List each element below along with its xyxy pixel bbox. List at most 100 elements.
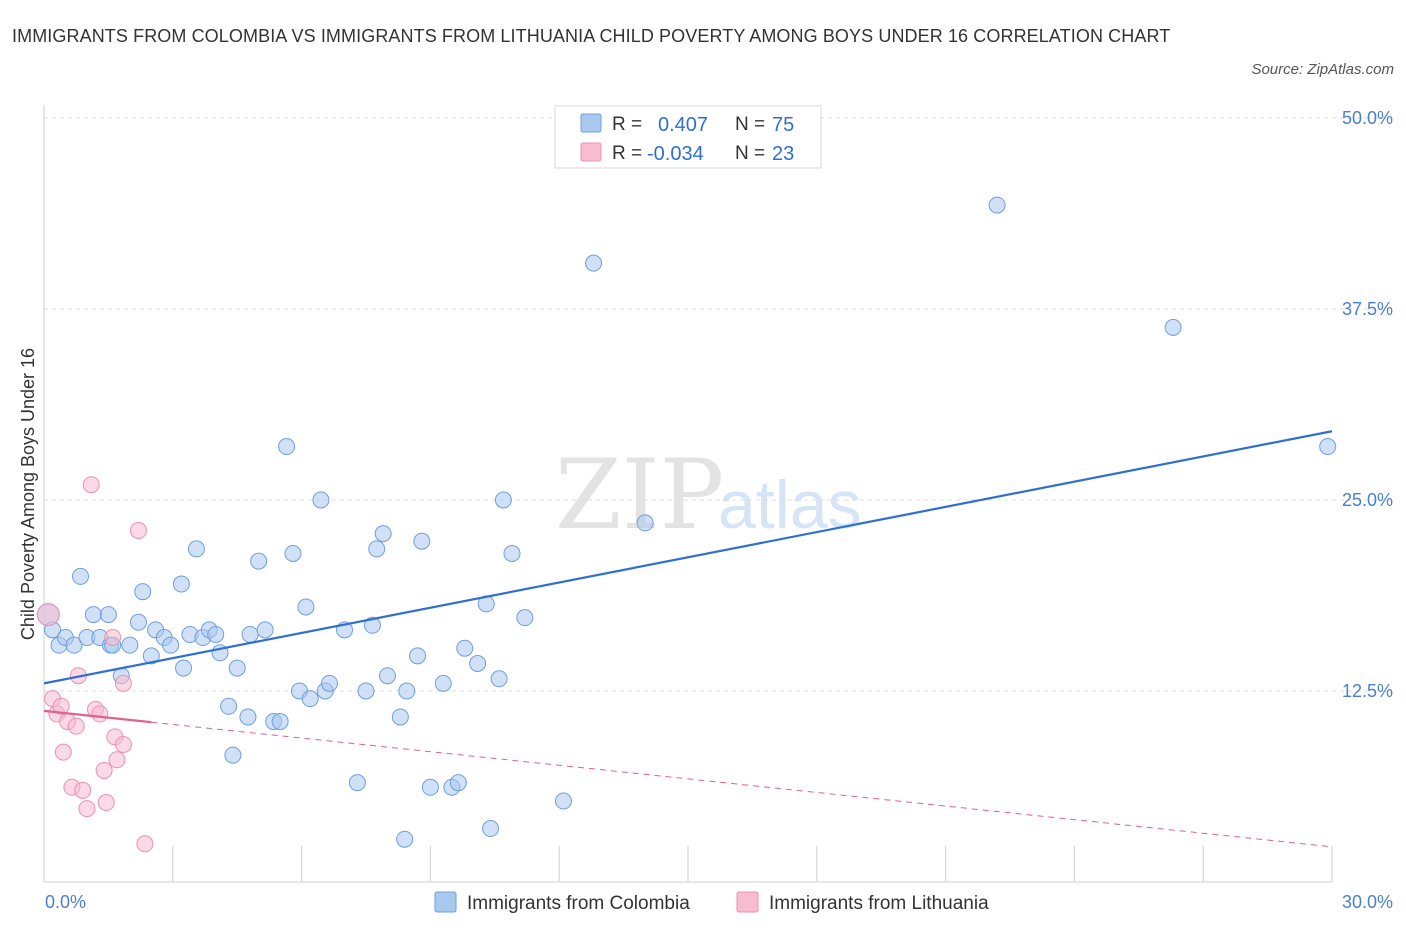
- watermark-atlas: atlas: [718, 467, 862, 543]
- data-point: [104, 629, 122, 647]
- stats-legend: R = 0.407 N = 75 R = -0.034 N = 23: [554, 105, 822, 169]
- data-point: [378, 667, 396, 685]
- data-point: [301, 690, 319, 708]
- watermark-zip: ZIP: [555, 439, 724, 551]
- trend-lines: [43, 430, 1333, 848]
- x-tick-label-min: 0.0%: [45, 892, 86, 912]
- y-tick-label: 37.5%: [1342, 299, 1393, 319]
- y-axis-title: Child Poverty Among Boys Under 16: [18, 348, 38, 640]
- watermark: ZIP atlas: [555, 439, 862, 551]
- trend-line-lithuania-extension: [151, 721, 1333, 848]
- data-point: [516, 609, 534, 627]
- data-point: [421, 778, 439, 796]
- legend-n-value-colombia: 75: [772, 114, 794, 136]
- data-point: [74, 781, 92, 799]
- data-point: [585, 254, 603, 272]
- bottom-legend-swatch-lithuania: [736, 891, 759, 913]
- data-point: [82, 476, 100, 494]
- bottom-legend-label-lithuania: Immigrants from Lithuania: [769, 893, 989, 914]
- data-point: [220, 697, 238, 715]
- data-point: [456, 639, 474, 657]
- data-point: [368, 540, 386, 558]
- data-point: [65, 636, 83, 654]
- data-point: [207, 625, 225, 643]
- data-point: [503, 544, 521, 562]
- trend-line-colombia: [43, 430, 1333, 685]
- data-point: [469, 654, 487, 672]
- data-point: [129, 522, 147, 540]
- data-point: [228, 659, 246, 677]
- data-point: [312, 491, 330, 509]
- data-point: [297, 598, 315, 616]
- data-point: [162, 636, 180, 654]
- x-tick-label-max: 30.0%: [1342, 892, 1393, 912]
- data-point: [396, 830, 414, 848]
- data-point: [97, 794, 115, 812]
- data-point: [239, 708, 257, 726]
- data-point: [374, 525, 392, 543]
- y-tick-label: 25.0%: [1342, 490, 1393, 510]
- bottom-legend-swatch-colombia: [434, 891, 457, 913]
- data-point: [494, 491, 512, 509]
- data-point: [398, 682, 416, 700]
- chart-title: IMMIGRANTS FROM COLOMBIA VS IMMIGRANTS F…: [12, 26, 1171, 46]
- data-point: [256, 621, 274, 639]
- data-point: [114, 735, 132, 753]
- legend-r-label-colombia: R =: [612, 114, 642, 135]
- data-point: [114, 674, 132, 692]
- data-point: [71, 567, 89, 585]
- data-point: [84, 606, 102, 624]
- data-point: [321, 674, 339, 692]
- data-point: [108, 751, 126, 769]
- y-tick-label: 50.0%: [1342, 108, 1393, 128]
- data-point: [449, 774, 467, 792]
- bottom-legend-label-colombia: Immigrants from Colombia: [467, 893, 690, 914]
- data-point: [357, 682, 375, 700]
- chart-source: Source: ZipAtlas.com: [1251, 61, 1394, 78]
- grid-lines: [44, 117, 1392, 692]
- data-point: [490, 670, 508, 688]
- data-point: [187, 540, 205, 558]
- data-point: [99, 606, 117, 624]
- data-point: [284, 544, 302, 562]
- legend-n-value-lithuania: 23: [772, 143, 794, 165]
- data-point: [36, 603, 60, 627]
- data-point: [363, 616, 381, 634]
- data-point: [121, 636, 139, 654]
- data-point: [95, 761, 113, 779]
- series-lithuania: [36, 476, 154, 853]
- data-point: [175, 659, 193, 677]
- legend-n-label-colombia: N =: [735, 114, 765, 135]
- legend-swatch-lithuania: [580, 142, 602, 162]
- data-point: [482, 820, 500, 838]
- data-point: [67, 717, 85, 735]
- data-point: [413, 532, 431, 550]
- data-point: [636, 514, 654, 532]
- x-axis-ticks: [172, 846, 1333, 882]
- data-point: [129, 613, 147, 631]
- data-point: [172, 575, 190, 593]
- data-point: [554, 792, 572, 810]
- legend-r-label-lithuania: R =: [612, 143, 642, 164]
- data-point: [278, 438, 296, 456]
- legend-swatch-colombia: [580, 113, 602, 133]
- data-point: [134, 583, 152, 601]
- data-point: [136, 835, 154, 853]
- data-point: [348, 774, 366, 792]
- data-point: [1164, 318, 1182, 336]
- data-point: [391, 708, 409, 726]
- data-point: [142, 647, 160, 665]
- data-point: [988, 196, 1006, 214]
- data-point: [1319, 438, 1337, 456]
- data-point: [271, 713, 289, 731]
- data-point: [250, 552, 268, 570]
- data-point: [434, 674, 452, 692]
- y-tick-label: 12.5%: [1342, 681, 1393, 701]
- data-point: [91, 705, 109, 723]
- y-tick-labels: 12.5% 25.0% 37.5% 50.0%: [1342, 108, 1393, 701]
- legend-n-label-lithuania: N =: [735, 143, 765, 164]
- data-point: [409, 647, 427, 665]
- data-point: [241, 625, 259, 643]
- legend-r-value-colombia: 0.407: [658, 114, 708, 136]
